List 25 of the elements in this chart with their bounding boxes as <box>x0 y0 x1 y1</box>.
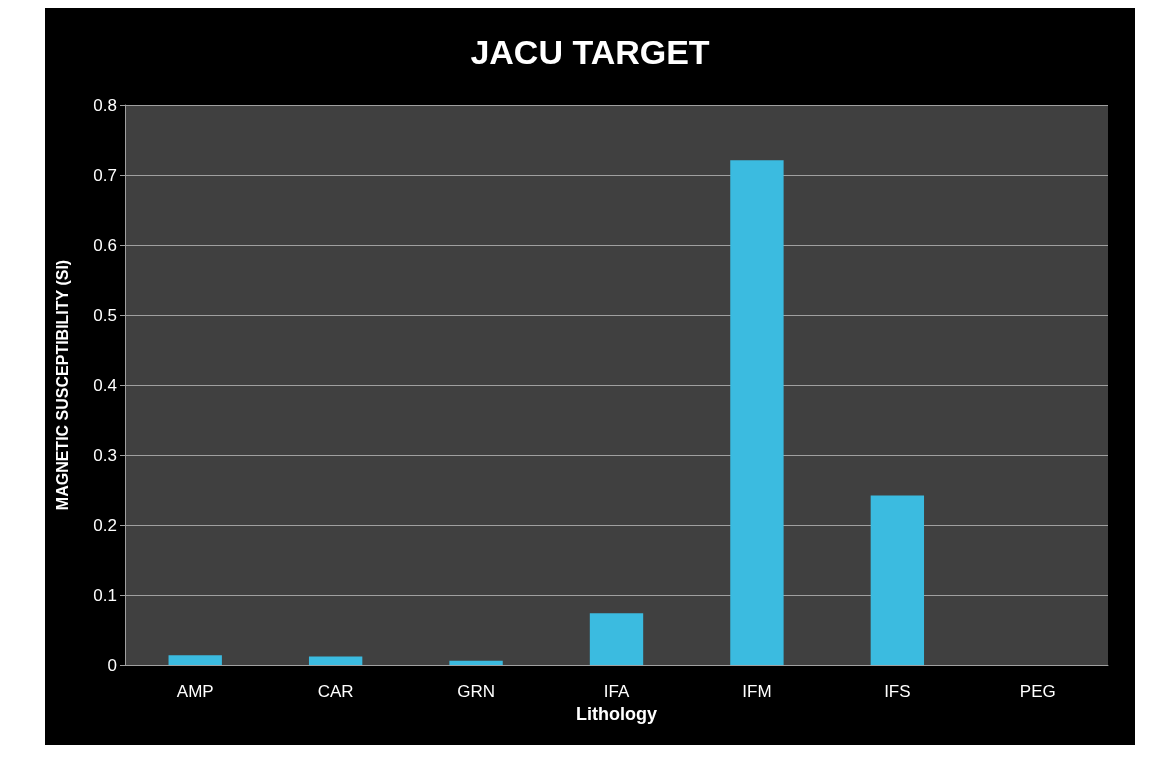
chart-title: JACU TARGET <box>470 33 710 71</box>
x-tick-label: CAR <box>317 682 354 701</box>
x-tick-label: IFA <box>603 682 630 701</box>
y-tick-label: 0.8 <box>93 95 117 115</box>
x-tick-label: IFM <box>742 682 772 701</box>
bar <box>168 655 222 665</box>
x-axis-title: Lithology <box>576 703 657 724</box>
bar <box>449 660 503 665</box>
bar <box>870 495 925 665</box>
x-tick-label: PEG <box>1019 682 1056 701</box>
y-tick-label: 0.5 <box>93 305 117 325</box>
y-tick-label: 0.1 <box>93 585 117 605</box>
x-tick-label: AMP <box>176 682 214 701</box>
y-tick-label: 0.4 <box>93 375 117 395</box>
y-tick-label: 0.2 <box>93 515 117 535</box>
bar <box>730 160 784 665</box>
x-tick-label: GRN <box>457 682 495 701</box>
y-tick-label: 0.6 <box>93 235 117 255</box>
bar <box>589 613 644 665</box>
x-tick-label: IFS <box>884 682 911 701</box>
y-axis-title: MAGNETIC SUSCEPTIBILITY (SI) <box>53 259 71 511</box>
bar <box>308 656 363 665</box>
y-tick-label: 0 <box>107 655 117 675</box>
y-tick-label: 0.7 <box>93 165 117 185</box>
y-tick-label: 0.3 <box>93 445 117 465</box>
